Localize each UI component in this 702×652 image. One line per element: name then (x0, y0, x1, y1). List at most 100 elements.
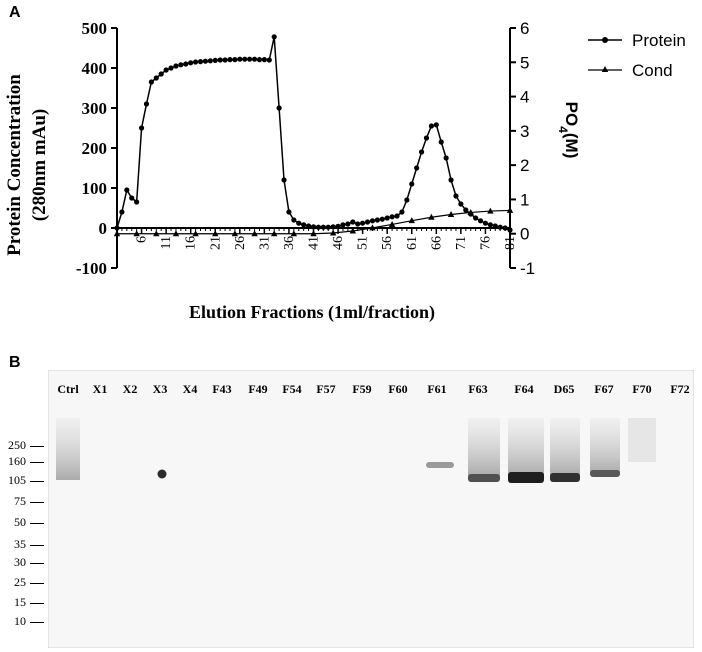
protein-point (281, 177, 287, 183)
lane-label: F70 (632, 382, 652, 396)
legend-protein-marker (602, 37, 608, 43)
y-axis-label-units: (280nm mAu) (29, 109, 50, 221)
y2-tick-label: -1 (520, 259, 535, 278)
cond-point (153, 230, 160, 237)
protein-point (320, 224, 326, 230)
lane-label: F59 (352, 382, 372, 396)
x-tick-label: 11 (159, 236, 174, 249)
chart-legend: Protein Cond (588, 31, 686, 80)
protein-point (183, 61, 189, 67)
y-tick-label: 200 (82, 139, 108, 158)
x-tick-label: 76 (478, 236, 493, 250)
cond-point (133, 230, 140, 237)
x-tick-label: 6 (135, 236, 150, 243)
protein-point (119, 209, 125, 215)
x-tick-label: 56 (380, 236, 395, 250)
marker-label: 160 (8, 454, 26, 468)
protein-point (138, 125, 145, 131)
protein-point (458, 201, 464, 207)
cond-point (212, 230, 219, 237)
f67-smear (590, 418, 620, 474)
marker-tick (30, 502, 44, 503)
protein-point (369, 218, 376, 224)
protein-point (310, 224, 317, 230)
f64-smear (508, 418, 544, 476)
protein-point (153, 75, 159, 81)
lane-label: F54 (282, 382, 302, 396)
cond-point (408, 217, 415, 224)
protein-point (473, 215, 479, 221)
marker-tick (30, 481, 44, 482)
protein-point (418, 149, 425, 155)
x-axis-label: Elution Fractions (1ml/fraction) (189, 302, 435, 323)
protein-point (296, 220, 302, 226)
protein-point (197, 59, 204, 65)
protein-point (433, 122, 439, 128)
protein-point (247, 56, 253, 62)
cond-point (349, 227, 356, 234)
x-tick-label: 31 (257, 236, 272, 250)
lane-label: F60 (388, 382, 408, 396)
marker-tick (30, 622, 44, 623)
f63-band (468, 474, 500, 482)
protein-point (448, 177, 454, 183)
protein-point (237, 56, 243, 62)
lane-label: Ctrl (57, 382, 79, 396)
protein-point (497, 224, 503, 230)
protein-point (443, 155, 449, 161)
y-tick-label: 100 (82, 179, 108, 198)
lane-label: F57 (316, 382, 336, 396)
protein-point (453, 193, 459, 199)
protein-point (374, 217, 380, 223)
legend-cond-label: Cond (632, 61, 673, 80)
protein-point (340, 222, 346, 228)
panel-b-label: B (9, 354, 21, 371)
protein-point (242, 56, 248, 62)
protein-point (335, 223, 341, 229)
lane-label: F64 (514, 382, 534, 396)
marker-label: 10 (14, 614, 26, 628)
cond-point (251, 230, 258, 237)
protein-point (291, 217, 297, 223)
protein-point (384, 215, 390, 221)
lane-label: X1 (92, 382, 108, 396)
protein-point (168, 65, 174, 71)
cond-point (487, 207, 494, 214)
cond-point (388, 220, 396, 227)
panel-a-label: A (9, 4, 21, 21)
x-tick-label: 81 (503, 236, 518, 250)
ctrl-smear (56, 418, 80, 480)
protein-point (193, 59, 199, 65)
marker-tick (30, 603, 44, 604)
cond-point (290, 230, 298, 237)
cond-point (329, 229, 337, 236)
x3-spot (157, 469, 167, 479)
protein-point (134, 199, 140, 205)
lane-label: F67 (594, 382, 614, 396)
y2-tick-label: 4 (520, 88, 529, 107)
cond-point (506, 206, 514, 213)
protein-point (158, 71, 164, 77)
marker-label: 75 (14, 494, 26, 508)
protein-point (163, 67, 169, 73)
y2-tick-label: 3 (520, 122, 529, 141)
protein-point (301, 222, 307, 228)
protein-point (227, 57, 233, 63)
y2-tick-label: 1 (520, 190, 529, 209)
marker-label: 250 (8, 438, 26, 452)
protein-point (438, 139, 444, 145)
y-tick-label: -100 (76, 259, 107, 278)
protein-point (482, 220, 489, 226)
protein-point (389, 214, 395, 220)
protein-point (492, 223, 498, 229)
legend-cond-marker (601, 66, 609, 72)
y2-tick-label: 5 (520, 53, 529, 72)
protein-point (414, 165, 420, 171)
protein-point (178, 62, 184, 68)
lane-label: F72 (670, 382, 690, 396)
protein-point (502, 225, 508, 231)
protein-point (379, 216, 385, 222)
cond-point (310, 230, 317, 237)
marker-tick (30, 523, 44, 524)
y2-label-suffix: (M) (562, 133, 581, 158)
